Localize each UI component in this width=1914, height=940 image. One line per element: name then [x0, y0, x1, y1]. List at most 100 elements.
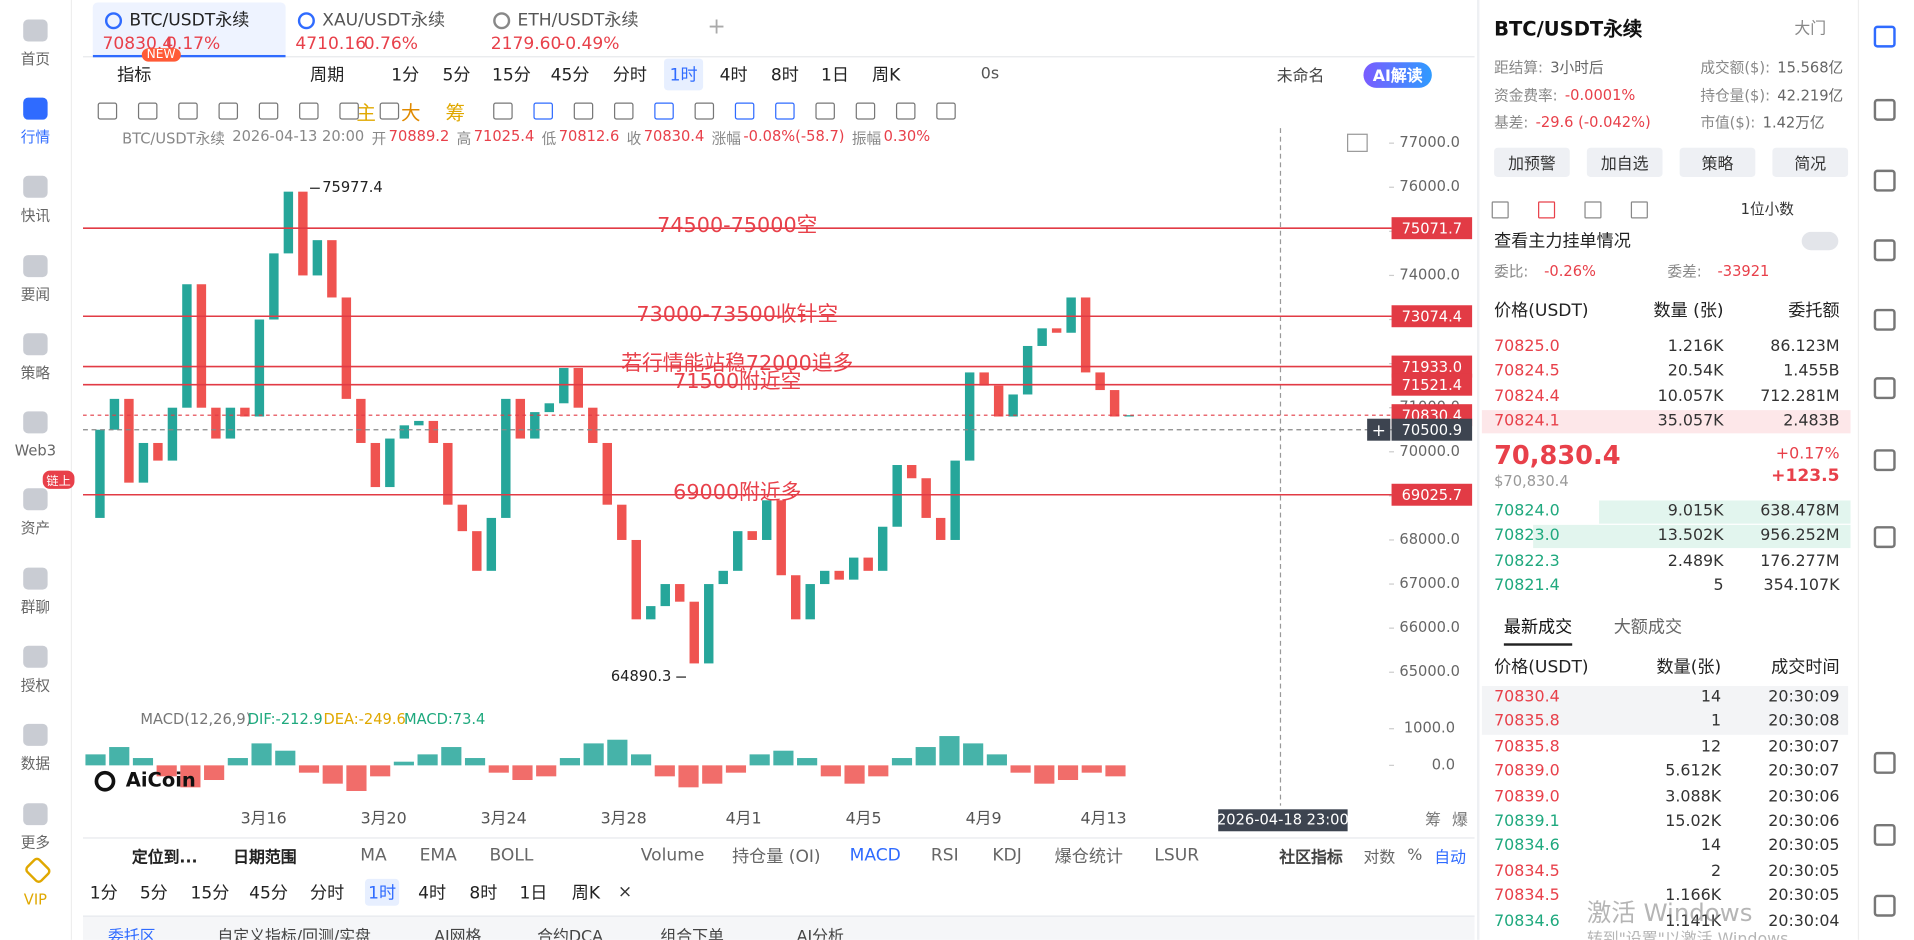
side-tool-icon[interactable]	[1873, 823, 1896, 846]
percent-toggle[interactable]: %	[1407, 846, 1423, 865]
sidebar-item[interactable]: 授权	[20, 676, 51, 694]
period-button[interactable]: 1日	[820, 65, 849, 86]
drawing-tool[interactable]: 大	[400, 101, 421, 125]
tool-icon[interactable]	[855, 102, 876, 120]
tool-icon[interactable]	[218, 102, 239, 120]
bottom-period[interactable]: 45分	[249, 883, 288, 904]
add-tab[interactable]: +	[707, 14, 726, 40]
sidebar-item[interactable]: 资产	[20, 519, 51, 537]
sidebar-item[interactable]: 更多	[20, 834, 51, 852]
drawing-tool[interactable]: 筹	[445, 101, 466, 125]
sidebar-icon[interactable]	[23, 645, 48, 668]
sidebar-item[interactable]: 行情	[20, 128, 51, 146]
tool-icon[interactable]	[573, 102, 594, 120]
tool-icon[interactable]	[339, 102, 359, 120]
tool-icon[interactable]	[654, 102, 674, 120]
side-tool-icon[interactable]	[1873, 239, 1896, 262]
bottom-tab[interactable]: 委托区	[108, 928, 156, 940]
sidebar-icon[interactable]	[23, 97, 48, 120]
tool-icon[interactable]	[258, 102, 279, 120]
exchange-link[interactable]: 大门	[1794, 20, 1827, 39]
bottom-tab[interactable]: AI网格	[434, 928, 482, 940]
log-toggle[interactable]: 对数	[1363, 848, 1396, 868]
side-tool-icon[interactable]	[1873, 308, 1896, 331]
tool-icon[interactable]	[137, 102, 158, 120]
action-label[interactable]: 简况	[1794, 155, 1827, 174]
tab-name[interactable]: ETH/USDT永续	[517, 10, 639, 31]
book-mode-icon[interactable]	[1538, 201, 1556, 219]
locate-button[interactable]: 定位到...	[131, 848, 198, 868]
side-tool-icon[interactable]	[1873, 449, 1896, 472]
action-label[interactable]: 策略	[1701, 155, 1734, 174]
sidebar-item[interactable]: Web3	[14, 441, 57, 459]
sidebar-icon[interactable]	[23, 333, 48, 356]
indicator-tab[interactable]: EMA	[419, 845, 457, 866]
side-tool-icon[interactable]	[1873, 751, 1896, 774]
indicator-tab[interactable]: MA	[360, 845, 387, 866]
community-indicators[interactable]: 社区指标	[1279, 848, 1343, 868]
indicator-tab[interactable]: RSI	[930, 845, 959, 866]
period-button[interactable]: 周K	[872, 65, 901, 86]
drawing-tool[interactable]: 主	[356, 101, 376, 125]
sidebar-icon[interactable]	[23, 488, 48, 511]
action-button[interactable]	[1494, 147, 1570, 177]
tool-icon[interactable]	[533, 102, 553, 120]
close-periods[interactable]: ×	[617, 882, 633, 903]
side-tool-icon[interactable]	[1873, 526, 1896, 549]
date-range-button[interactable]: 日期范围	[233, 848, 297, 868]
period-button[interactable]: 8时	[770, 65, 799, 86]
book-mode-icon[interactable]	[1491, 201, 1509, 219]
period-button[interactable]: 4时	[719, 65, 748, 86]
tool-icon[interactable]	[775, 102, 795, 120]
sidebar-item[interactable]: 策略	[20, 364, 51, 382]
period-menu[interactable]: 周期	[310, 65, 345, 86]
layout-menu[interactable]: 未命名	[1276, 67, 1325, 87]
period-button[interactable]: 分时	[612, 65, 647, 86]
period-button[interactable]: 45分	[550, 65, 590, 86]
tool-icon[interactable]	[178, 102, 198, 120]
sidebar-icon[interactable]	[23, 175, 48, 198]
side-tool-icon[interactable]	[1873, 377, 1896, 400]
action-label[interactable]: 加自选	[1600, 155, 1649, 174]
tool-icon[interactable]	[493, 102, 513, 120]
book-mode-icon[interactable]	[1630, 201, 1648, 219]
indicator-tab[interactable]: 爆仓统计	[1054, 847, 1124, 867]
period-button[interactable]: 1分	[391, 65, 420, 86]
sidebar-item[interactable]: 群聊	[20, 598, 51, 616]
sidebar-item[interactable]: 首页	[20, 50, 51, 68]
bottom-tab[interactable]: AI分析	[796, 928, 844, 940]
bottom-period[interactable]: 1分	[89, 883, 118, 904]
period-button[interactable]: 1时	[669, 65, 698, 86]
sidebar-item[interactable]: 快讯	[20, 206, 51, 224]
toggle[interactable]	[1801, 231, 1839, 251]
sidebar-item[interactable]: 要闻	[20, 286, 51, 304]
tab-name[interactable]: XAU/USDT永续	[322, 10, 446, 31]
bottom-period[interactable]: 5分	[139, 883, 168, 904]
period-button[interactable]: 5分	[442, 65, 471, 86]
side-tool-icon[interactable]	[1873, 25, 1896, 48]
tool-icon[interactable]	[815, 102, 835, 120]
tool-icon[interactable]	[379, 102, 400, 120]
trades-tab[interactable]: 最新成交	[1503, 617, 1573, 638]
indicator-tab[interactable]: BOLL	[489, 845, 534, 866]
action-button[interactable]	[1679, 147, 1756, 177]
tool-icon[interactable]	[613, 102, 634, 120]
bottom-tab[interactable]: 组合下单	[660, 928, 724, 940]
action-label[interactable]: 加预警	[1508, 155, 1556, 174]
precision-menu[interactable]: 1位小数	[1740, 200, 1794, 218]
bottom-period[interactable]: 1时	[368, 883, 397, 904]
whale-orders-link[interactable]: 查看主力挂单情况	[1494, 231, 1631, 252]
indicator-tab[interactable]: Volume	[640, 845, 705, 866]
ai-button[interactable]	[1363, 62, 1432, 88]
sidebar-icon[interactable]	[23, 255, 48, 278]
tool-icon[interactable]	[694, 102, 715, 120]
auto-toggle[interactable]: 自动	[1434, 848, 1467, 868]
sidebar-icon[interactable]	[23, 803, 48, 826]
tool-icon[interactable]	[299, 102, 319, 120]
bottom-period[interactable]: 周K	[571, 883, 601, 904]
sidebar-icon[interactable]	[23, 411, 48, 434]
bottom-tab[interactable]: 自定义指标/回测/实盘	[217, 928, 371, 940]
side-tool-icon[interactable]	[1873, 169, 1896, 192]
bottom-period[interactable]: 4时	[418, 883, 447, 904]
sidebar-item[interactable]: VIP	[23, 891, 47, 909]
